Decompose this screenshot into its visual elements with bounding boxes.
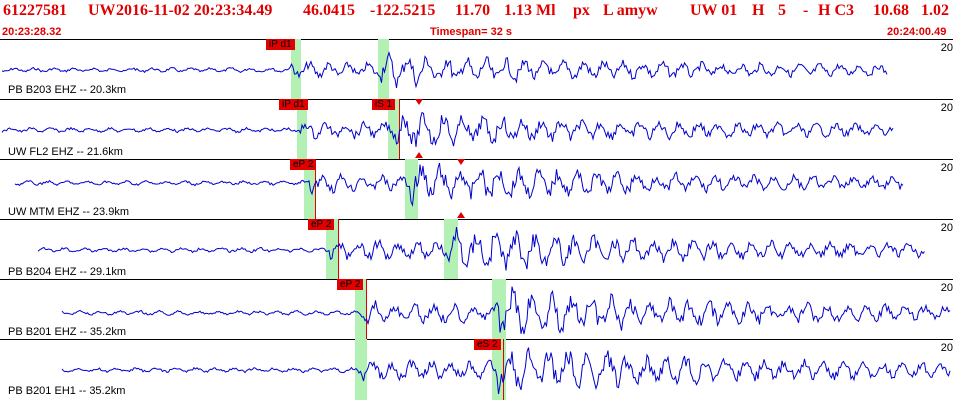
trace-label: PB B201 EH1 -- 35.2km [8, 385, 126, 397]
p-window [304, 159, 315, 219]
p-pick-line [338, 219, 339, 279]
p-pick-line [366, 279, 367, 339]
event-type: px [573, 2, 590, 19]
amp-label: 20 [940, 162, 953, 174]
trace-panel[interactable]: iP d1 iS 1 UW FL2 EHZ -- 21.6km 20 [0, 99, 953, 159]
pick-tag[interactable]: eP 2 [337, 279, 364, 290]
event-header: 61227581 UW 2016-11-02 20:23:34.49 46.04… [0, 0, 953, 22]
amp-label: 20 [940, 282, 953, 294]
event-hc3: H C3 [818, 2, 854, 19]
p-window [355, 279, 367, 339]
pick-tag[interactable]: iS 1 [372, 99, 396, 110]
end-time: 20:24:00.49 [887, 26, 947, 38]
s-window [492, 339, 506, 400]
event-network: UW [88, 2, 116, 19]
event-h: H [752, 2, 765, 19]
amp-label: 20 [940, 222, 953, 234]
p-window [355, 339, 367, 400]
event-flags: L amyw [603, 2, 658, 19]
timespan: Timespan= 32 s [430, 26, 513, 38]
pick-marker-icon [457, 159, 465, 165]
pick-tag[interactable]: eP 2 [290, 159, 317, 170]
event-val2: 1.02 [921, 2, 949, 19]
p-window [297, 99, 307, 159]
start-time: 20:23:28.32 [2, 26, 62, 38]
waveform-layer [1, 50, 951, 395]
p-window [291, 39, 301, 99]
trace-panel[interactable]: eS 2 PB B201 EH1 -- 35.2km 20 [0, 339, 953, 400]
event-dash: - [803, 2, 809, 19]
event-datetime: 2016-11-02 20:23:34.49 [116, 2, 273, 19]
p-pick-line [315, 159, 316, 219]
trace-label: PB B203 EHZ -- 20.3km [8, 84, 126, 96]
panel-divider [0, 99, 953, 100]
waveform-trace [1, 50, 888, 89]
pick-marker-icon [415, 152, 423, 158]
pick-marker-icon [415, 99, 423, 105]
s-window [405, 159, 418, 219]
event-val1: 10.68 [873, 2, 909, 19]
panel-divider [0, 279, 953, 280]
seismogram-panels: iP d1 PB B203 EHZ -- 20.3km 20 iP d1 iS … [0, 39, 953, 400]
trace-panel[interactable]: eP 2 PB B204 EHZ -- 29.1km 20 [0, 219, 953, 279]
panel-divider [0, 39, 953, 40]
event-lat: 46.0415 [303, 2, 355, 19]
s-pick-line [503, 339, 504, 400]
waveform-trace [37, 227, 925, 271]
pick-tag[interactable]: eS 2 [474, 339, 501, 350]
waveform-trace [1, 111, 894, 148]
event-five: 5 [778, 2, 786, 19]
event-source: UW 01 [690, 2, 738, 19]
pick-marker-icon [457, 212, 465, 218]
s-pick-line [399, 99, 400, 159]
pick-tag[interactable]: iP d1 [266, 39, 295, 50]
pick-tag[interactable]: eP 2 [308, 219, 335, 230]
event-lon: -122.5215 [370, 2, 436, 19]
trace-panel[interactable]: eP 2 UW MTM EHZ -- 23.9km 20 [0, 159, 953, 219]
s-window [388, 99, 399, 159]
waveform-trace [14, 162, 904, 207]
trace-label: UW MTM EHZ -- 23.9km [8, 206, 129, 218]
s-window [444, 219, 458, 279]
p-window [326, 219, 338, 279]
trace-label: UW FL2 EHZ -- 21.6km [8, 146, 123, 158]
trace-label: PB B201 EHZ -- 35.2km [8, 326, 126, 338]
trace-panel[interactable]: eP 2 PB B201 EHZ -- 35.2km 20 [0, 279, 953, 339]
pick-tag[interactable]: iP d1 [279, 99, 308, 110]
waveform-trace [61, 347, 951, 395]
panel-divider [0, 219, 953, 220]
waveform-trace [61, 286, 951, 335]
panel-divider [0, 159, 953, 160]
event-id: 61227581 [3, 2, 67, 19]
event-depth: 11.70 [455, 2, 491, 19]
event-magnitude: 1.13 Ml [504, 2, 556, 19]
trace-label: PB B204 EHZ -- 29.1km [8, 266, 126, 278]
amp-label: 20 [940, 102, 953, 114]
amp-label: 20 [940, 342, 953, 354]
amp-label: 20 [940, 42, 953, 54]
